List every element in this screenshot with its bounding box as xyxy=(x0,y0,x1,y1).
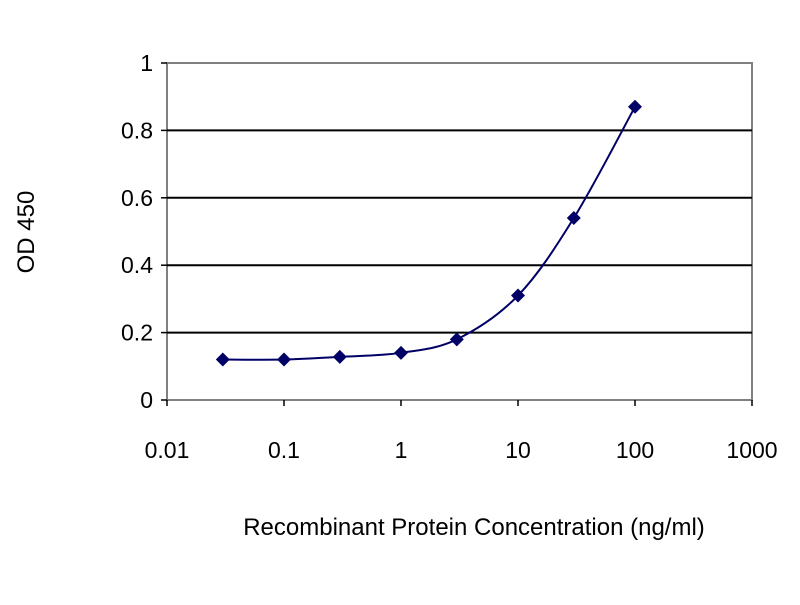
x-axis-label: Recombinant Protein Concentration (ng/ml… xyxy=(243,514,705,541)
data-point xyxy=(511,288,525,303)
x-tick-label: 0.01 xyxy=(145,437,190,463)
data-point xyxy=(215,352,230,367)
data-point xyxy=(628,99,642,114)
x-tick-label: 0.1 xyxy=(268,437,300,463)
data-point xyxy=(394,345,408,360)
data-point xyxy=(449,332,464,347)
x-tick-label: 1 xyxy=(395,437,408,463)
y-axis-label: OD 450 xyxy=(13,191,40,274)
y-tick-label: 0.2 xyxy=(121,320,153,346)
y-tick-label: 0 xyxy=(140,387,153,413)
x-tick-label: 1000 xyxy=(726,437,777,463)
plot-area xyxy=(166,62,753,401)
x-tick-label: 100 xyxy=(616,437,654,463)
data-point xyxy=(332,349,347,364)
y-tick-label: 0.6 xyxy=(121,185,153,211)
data-point xyxy=(277,352,291,367)
x-tick-label: 10 xyxy=(505,437,531,463)
y-tick-label: 1 xyxy=(140,50,153,76)
y-tick-label: 0.8 xyxy=(121,117,153,143)
data-point xyxy=(566,211,581,226)
y-tick-label: 0.4 xyxy=(121,252,153,278)
